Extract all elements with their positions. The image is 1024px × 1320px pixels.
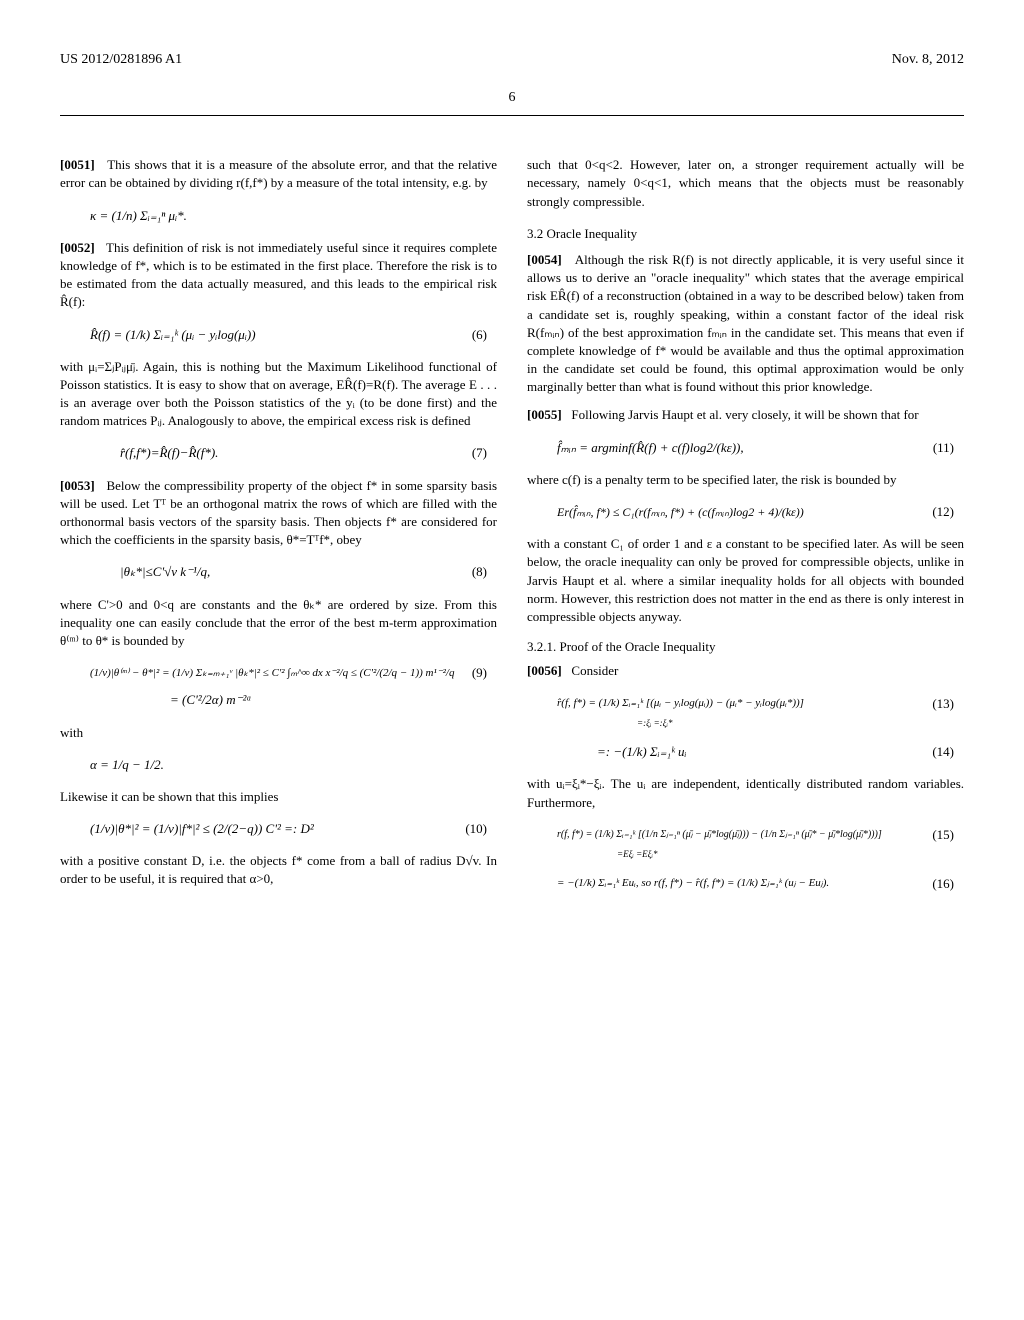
- para-with: with: [60, 724, 497, 742]
- text-0051: This shows that it is a measure of the a…: [60, 157, 497, 190]
- eq-13: r̂(f, f*) = (1/k) Σᵢ₌₁ᵏ [(μᵢ − yᵢlog(μᵢ)…: [527, 695, 964, 713]
- content-columns: [0051] This shows that it is a measure o…: [60, 156, 964, 907]
- eq-12-num: (12): [932, 503, 964, 521]
- eq-11: f̂ₘᵢₙ = argminf(R̂(f) + c(f)log2/(kε)), …: [527, 439, 964, 457]
- text-0052: This definition of risk is not immediate…: [60, 240, 497, 310]
- eq-15: r(f, f*) = (1/k) Σᵢ₌₁ᵏ [(1/n Σⱼ₌₁ⁿ (μ̄ⱼ …: [527, 826, 964, 844]
- text-penalty: where c(f) is a penalty term to be speci…: [527, 472, 897, 487]
- eq-13-num: (13): [932, 695, 964, 713]
- eq-14-body: =: −(1/k) Σᵢ₌₁ᵏ uᵢ: [597, 743, 932, 761]
- eq-11-body: f̂ₘᵢₙ = argminf(R̂(f) + c(f)log2/(kε)),: [557, 439, 933, 457]
- page-number: 6: [60, 88, 964, 108]
- eq-13-sub: =:ξᵢ =:ξᵢ*: [527, 717, 964, 730]
- ref-0053: [0053]: [60, 478, 95, 493]
- text-0055: Following Jarvis Haupt et al. very close…: [571, 407, 918, 422]
- ref-0056: [0056]: [527, 663, 562, 678]
- para-d: with a positive constant D, i.e. the obj…: [60, 852, 497, 888]
- eq-8: |θₖ*|≤C'√v k⁻¹/q, (8): [60, 563, 497, 581]
- eq-16-num: (16): [932, 875, 964, 893]
- para-mu: with μᵢ=ΣⱼPᵢⱼμ̄ⱼ. Again, this is nothing…: [60, 358, 497, 431]
- eq-9b-body: = (C'²/2α) m⁻²ᵅ: [170, 691, 497, 709]
- eq-alpha: α = 1/q − 1/2.: [60, 756, 497, 774]
- eq-9: (1/v)|θ⁽ᵐ⁾ − θ*|² = (1/v) Σₖ₌ₘ₊₁ᵛ |θₖ*|²…: [60, 664, 497, 682]
- text-d: with a positive constant D, i.e. the obj…: [60, 853, 497, 886]
- eq-16: = −(1/k) Σᵢ₌₁ᵏ Euᵢ, so r(f, f*) − r̂(f, …: [527, 875, 964, 893]
- para-0051: [0051] This shows that it is a measure o…: [60, 156, 497, 192]
- header-divider: [60, 115, 964, 116]
- para-c1: with a constant C₁ of order 1 and ε a co…: [527, 535, 964, 626]
- right-column: such that 0<q<2. However, later on, a st…: [527, 156, 964, 907]
- para-0054: [0054] Although the risk R(f) is not dir…: [527, 251, 964, 397]
- ref-0054: [0054]: [527, 252, 562, 267]
- eq-8-body: |θₖ*|≤C'√v k⁻¹/q,: [120, 563, 472, 581]
- text-0054: Although the risk R(f) is not directly a…: [527, 252, 964, 394]
- eq-14-num: (14): [932, 743, 964, 761]
- left-column: [0051] This shows that it is a measure o…: [60, 156, 497, 907]
- patent-number: US 2012/0281896 A1: [60, 50, 182, 70]
- eq-9-body: (1/v)|θ⁽ᵐ⁾ − θ*|² = (1/v) Σₖ₌ₘ₊₁ᵛ |θₖ*|²…: [90, 666, 472, 681]
- para-r1: such that 0<q<2. However, later on, a st…: [527, 156, 964, 211]
- eq-9-num: (9): [472, 664, 497, 682]
- para-theta: where C'>0 and 0<q are constants and the…: [60, 596, 497, 651]
- heading-32: 3.2 Oracle Inequality: [527, 225, 964, 243]
- para-ui: with uᵢ=ξᵢ*−ξᵢ. The uᵢ are independent, …: [527, 775, 964, 811]
- para-0052: [0052] This definition of risk is not im…: [60, 239, 497, 312]
- text-mu: with μᵢ=ΣⱼPᵢⱼμ̄ⱼ. Again, this is nothing…: [60, 359, 497, 429]
- eq-10-body: (1/v)|θ*|² = (1/v)|f*|² ≤ (2/(2−q)) C'² …: [90, 820, 465, 838]
- eq-15-num: (15): [932, 826, 964, 844]
- ref-0052: [0052]: [60, 240, 95, 255]
- eq-15-sub: =Eξᵢ =Eξᵢ*: [527, 848, 964, 861]
- para-0053: [0053] Below the compressibility propert…: [60, 477, 497, 550]
- eq-6-num: (6): [472, 326, 497, 344]
- eq-11-num: (11): [933, 439, 964, 457]
- para-0056: [0056] Consider: [527, 662, 964, 680]
- eq-12: Er(f̂ₘᵢₙ, f*) ≤ C₁(r(fₘᵢₙ, f*) + (c(fₘᵢₙ…: [527, 503, 964, 521]
- eq-kappa-body: κ = (1/n) Σᵢ₌₁ⁿ μᵢ*.: [90, 207, 497, 225]
- publication-date: Nov. 8, 2012: [892, 50, 964, 70]
- para-likewise: Likewise it can be shown that this impli…: [60, 788, 497, 806]
- text-with: with: [60, 725, 83, 740]
- eq-12-body: Er(f̂ₘᵢₙ, f*) ≤ C₁(r(fₘᵢₙ, f*) + (c(fₘᵢₙ…: [557, 504, 932, 521]
- para-penalty: where c(f) is a penalty term to be speci…: [527, 471, 964, 489]
- text-theta: where C'>0 and 0<q are constants and the…: [60, 597, 497, 648]
- eq-10-num: (10): [465, 820, 497, 838]
- ref-0051: [0051]: [60, 157, 95, 172]
- heading-321: 3.2.1. Proof of the Oracle Inequality: [527, 638, 964, 656]
- text-r1: such that 0<q<2. However, later on, a st…: [527, 157, 964, 208]
- text-c1: with a constant C₁ of order 1 and ε a co…: [527, 536, 964, 624]
- eq-10: (1/v)|θ*|² = (1/v)|f*|² ≤ (2/(2−q)) C'² …: [60, 820, 497, 838]
- eq-alpha-body: α = 1/q − 1/2.: [90, 756, 497, 774]
- eq-7-body: r̂(f,f*)=R̂(f)−R̂(f*).: [120, 444, 472, 462]
- eq-15-body: r(f, f*) = (1/k) Σᵢ₌₁ᵏ [(1/n Σⱼ₌₁ⁿ (μ̄ⱼ …: [557, 828, 932, 842]
- eq-6-body: R̂(f) = (1/k) Σᵢ₌₁ᵏ (μᵢ − yᵢlog(μᵢ)): [90, 326, 472, 344]
- text-0056: Consider: [571, 663, 618, 678]
- eq-16-body: = −(1/k) Σᵢ₌₁ᵏ Euᵢ, so r(f, f*) − r̂(f, …: [557, 876, 932, 891]
- text-ui: with uᵢ=ξᵢ*−ξᵢ. The uᵢ are independent, …: [527, 776, 964, 809]
- text-likewise: Likewise it can be shown that this impli…: [60, 789, 278, 804]
- eq-9b: = (C'²/2α) m⁻²ᵅ: [60, 691, 497, 709]
- eq-13-body: r̂(f, f*) = (1/k) Σᵢ₌₁ᵏ [(μᵢ − yᵢlog(μᵢ)…: [557, 696, 932, 711]
- eq-kappa: κ = (1/n) Σᵢ₌₁ⁿ μᵢ*.: [60, 207, 497, 225]
- ref-0055: [0055]: [527, 407, 562, 422]
- eq-14: =: −(1/k) Σᵢ₌₁ᵏ uᵢ (14): [527, 743, 964, 761]
- eq-7: r̂(f,f*)=R̂(f)−R̂(f*). (7): [60, 444, 497, 462]
- eq-7-num: (7): [472, 444, 497, 462]
- text-0053: Below the compressibility property of th…: [60, 478, 497, 548]
- eq-8-num: (8): [472, 563, 497, 581]
- para-0055: [0055] Following Jarvis Haupt et al. ver…: [527, 406, 964, 424]
- eq-6: R̂(f) = (1/k) Σᵢ₌₁ᵏ (μᵢ − yᵢlog(μᵢ)) (6): [60, 326, 497, 344]
